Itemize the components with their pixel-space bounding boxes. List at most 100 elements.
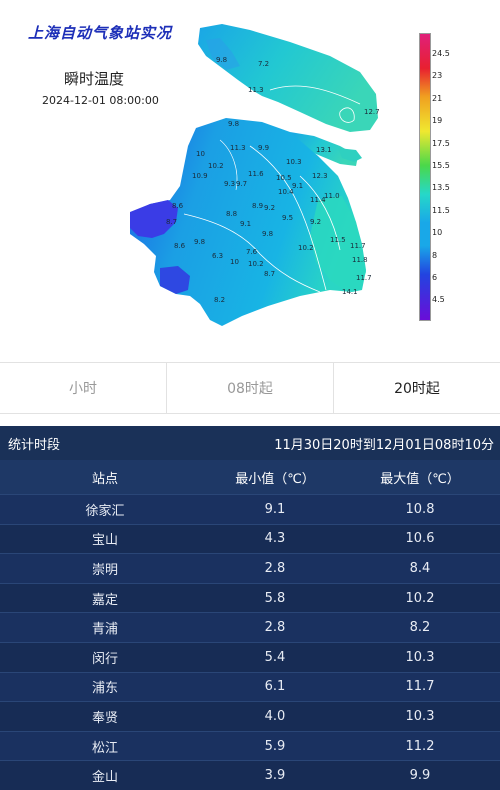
station-label: 11.4: [310, 196, 326, 204]
row-max: 8.4: [409, 560, 431, 576]
period-value: 11月30日20时到12月01日08时10分: [274, 437, 494, 453]
station-label: 9.5: [282, 214, 293, 222]
table-row: 崇明 2.8 8.4: [0, 553, 500, 583]
row-station: 崇明: [91, 562, 118, 578]
station-label: 9.2: [310, 218, 321, 226]
stats-table: 统计时段 11月30日20时到12月01日08时10分 站点 最小值（℃） 最大…: [0, 426, 500, 790]
legend-tick-label: 10: [432, 228, 443, 238]
station-label: 9.8: [216, 56, 227, 64]
station-label: 7.6: [246, 248, 258, 256]
legend-tick-label: 15.5: [432, 161, 450, 170]
station-label: 8.6: [172, 202, 184, 210]
shanghai-mainland: [130, 118, 366, 326]
row-station: 金山: [91, 770, 118, 786]
station-label: 11.7: [350, 242, 366, 250]
period-tabs: 小时 08时起 20时起: [0, 362, 500, 414]
table-row: 嘉定 5.8 10.2: [0, 582, 500, 613]
legend-tick-label: 13.5: [432, 183, 450, 193]
row-station: 松江: [91, 740, 118, 756]
station-label: 8.2: [214, 296, 225, 304]
table-row: 徐家汇 9.1 10.8: [0, 494, 500, 524]
table-row: 金山 3.9 9.9: [0, 760, 500, 790]
row-station: 青浦: [91, 622, 118, 638]
chongming-island: [198, 24, 378, 132]
station-label: 10: [230, 258, 239, 266]
map-title: 上海自动气象站实况: [28, 24, 173, 42]
station-label: 8.6: [174, 242, 186, 250]
row-max: 10.2: [405, 590, 435, 606]
temperature-map: 9.8 7.2 11.3 12.7 13.1 9.8 11.3 9.9 10 1…: [130, 24, 380, 326]
station-label: 8.7: [166, 218, 177, 226]
row-station: 嘉定: [91, 592, 118, 608]
table-body: 徐家汇 9.1 10.8 宝山 4.3 10.6 崇明 2.8 8.4 嘉定 5.8 10.2 …: [0, 494, 500, 790]
table-row: 青浦 2.8 8.2: [0, 612, 500, 642]
row-min: 4.3: [264, 531, 286, 547]
temperature-legend-bar: [419, 33, 431, 321]
station-label: 8.9: [252, 202, 263, 210]
tab-from-20[interactable]: 20时起: [394, 381, 440, 397]
hengsha-island: [338, 148, 362, 162]
header-station: 站点: [91, 471, 118, 487]
station-label: 11.8: [352, 256, 368, 264]
table-row: 闵行 5.4 10.3: [0, 641, 500, 672]
station-label: 10.2: [298, 244, 314, 252]
station-label: 8.7: [264, 270, 275, 278]
row-station: 宝山: [91, 533, 118, 549]
station-label: 11.7: [356, 274, 372, 282]
legend-tick-label: 6: [432, 273, 438, 282]
station-label: 9.8: [228, 120, 239, 128]
station-label: 11.5: [330, 236, 346, 244]
header-min: 最小值（℃）: [235, 471, 315, 487]
period-row: 统计时段 11月30日20时到12月01日08时10分: [0, 426, 500, 460]
table-row: 浦东 6.1 11.7: [0, 671, 500, 702]
row-station: 奉贤: [91, 710, 118, 726]
row-max: 10.8: [405, 501, 435, 517]
table-header: 站点 最小值（℃） 最大值（℃）: [0, 460, 500, 494]
station-label: 7.2: [258, 60, 269, 68]
legend-tick-label: 23: [432, 71, 443, 81]
station-label: 11.3: [230, 144, 246, 152]
station-label: 11.6: [248, 170, 264, 178]
tab-hourly[interactable]: 小时: [0, 363, 167, 413]
station-label: 10.5: [276, 174, 292, 182]
legend-tick-label: 8: [432, 250, 438, 260]
legend-tick-label: 11.5: [432, 205, 450, 215]
row-min: 9.1: [264, 501, 286, 517]
legend-tick-label: 4.5: [432, 295, 445, 305]
station-label: 9.8: [262, 230, 273, 238]
table-row: 松江 5.9 11.2: [0, 730, 500, 761]
row-max: 11.7: [405, 679, 435, 695]
station-label: 10: [196, 150, 205, 158]
row-max: 10.3: [405, 708, 435, 724]
station-label: 9.8: [194, 238, 205, 246]
legend-tick-label: 21: [432, 93, 443, 103]
map-subtitle: 瞬时温度: [64, 70, 125, 88]
row-max: 9.9: [409, 768, 431, 784]
changxing-island: [290, 132, 358, 166]
station-label: 6.3: [212, 252, 223, 260]
station-label: 9.3: [224, 180, 235, 188]
station-label: 9.1: [292, 182, 303, 190]
station-label: 9.7: [236, 180, 247, 188]
station-labels: 9.8 7.2 11.3 12.7 13.1 9.8 11.3 9.9 10 1…: [166, 56, 380, 304]
station-label: 13.1: [316, 146, 332, 154]
table-row: 奉贤 4.0 10.3: [0, 701, 500, 731]
row-min: 5.4: [264, 649, 286, 665]
row-max: 8.2: [409, 620, 431, 636]
legend-tick-label: 17.5: [432, 138, 450, 148]
station-label: 12.7: [364, 108, 380, 116]
row-station: 徐家汇: [85, 503, 125, 519]
station-label: 10.2: [248, 260, 264, 268]
tab-from-08[interactable]: 08时起: [167, 363, 334, 413]
station-label: 8.8: [226, 210, 237, 218]
row-max: 11.2: [405, 738, 435, 754]
row-min: 6.1: [264, 679, 286, 695]
row-station: 闵行: [91, 651, 118, 667]
period-label: 统计时段: [8, 437, 61, 453]
header-max: 最大值（℃）: [380, 471, 460, 487]
row-min: 2.8: [264, 620, 286, 636]
row-min: 5.9: [264, 738, 286, 754]
table-row: 宝山 4.3 10.6: [0, 523, 500, 554]
station-label: 10.2: [208, 162, 224, 170]
map-datetime: 2024-12-01 08:00:00: [42, 94, 159, 107]
